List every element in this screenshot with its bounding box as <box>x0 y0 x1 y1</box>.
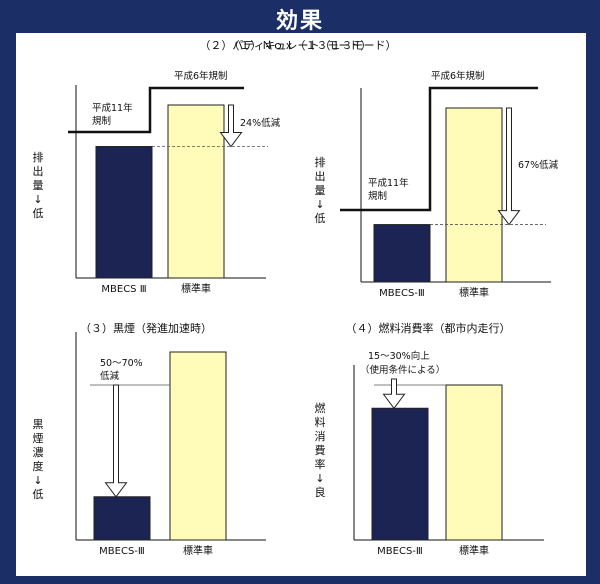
chart-3-ylabel-char: 濃 <box>33 445 44 459</box>
page-title: 効果 <box>275 9 324 34</box>
chart-4-ylabel-char: 消 <box>315 429 326 443</box>
chart-2-title: （２）パティキュレート（１３モード） <box>199 39 396 52</box>
chart-4-ylabel-char: 料 <box>315 415 326 429</box>
chart-4-ylabel-char: 費 <box>315 443 326 457</box>
chart-4-ylabel-char: 率 <box>315 457 326 471</box>
chart-3-reduction-label: 低減 <box>100 370 120 382</box>
chart-2-regulation-line <box>340 86 538 212</box>
chart-3-ylabel-char: 黒 <box>33 418 44 431</box>
chart-3-reduction-label: 50～70% <box>100 358 143 369</box>
chart-2-ylabel-char: 低 <box>315 212 326 225</box>
chart-4-ylabel-char: ↓ <box>315 472 324 485</box>
chart-2-category-label: MBECS-Ⅲ <box>379 288 425 299</box>
charts-panel: （１）Ｎｏｘ（１３モード）排出量 ↓ 低 MBECS Ⅲ 標準車 （２）パティキュレート（… <box>16 33 586 576</box>
chart-1-regulation-line <box>68 86 244 134</box>
chart-3-bar-standard <box>169 351 227 541</box>
chart-4-category-label: MBECS-Ⅲ <box>377 546 423 557</box>
chart-1-ylabel-char: 量 <box>33 179 44 192</box>
chart-1-ylabel-char: 低 <box>33 207 44 220</box>
chart-3-ylabel-char: 煙 <box>33 432 44 445</box>
chart-2-ylabel-char: 排 <box>315 155 326 169</box>
chart-1-reduction-arrow-shape <box>219 104 243 148</box>
chart-4-title: （４）燃料消費率（都市内走行） <box>346 321 511 335</box>
chart-2-reduction-label: 67%低減 <box>518 159 559 171</box>
chart-1-lower-limit-label: 規制 <box>92 115 111 127</box>
chart-1-ylabel-char: ↓ <box>33 193 42 206</box>
chart-2-reduction-arrow-shape <box>497 107 521 226</box>
chart-3-ylabel-char: 度 <box>33 459 44 473</box>
chart-1-category-label: MBECS Ⅲ <box>101 284 146 295</box>
chart-2-reduction-arrow <box>497 107 521 226</box>
chart-1-ylabel-char: 出 <box>33 164 44 178</box>
chart-1-category-label: 標準車 <box>181 282 211 295</box>
chart-4-bar-mbecs <box>371 407 429 541</box>
chart-1-title: （１）Ｎｏｘ（１３モード） <box>229 39 372 52</box>
chart-3-ylabel-char: ↓ <box>33 474 42 487</box>
chart-2-category-label: 標準車 <box>459 286 489 299</box>
chart-4-improvement-label: 15～30%向上 <box>368 350 430 362</box>
chart-4-improvement-arrow <box>382 378 406 410</box>
chart-4-improvement-arrow-shape <box>382 378 406 410</box>
chart-1-bar-standard <box>167 104 225 279</box>
chart-3-title: （３）黒煙（発進加速時） <box>80 321 212 335</box>
chart-2-bar-standard <box>445 107 503 283</box>
chart-2-lower-limit-label: 規制 <box>368 190 387 202</box>
chart-1-lower-limit-label: 平成11年 <box>92 102 133 114</box>
chart-3-bar-mbecs <box>93 496 151 541</box>
chart-1-reduction-label: 24%低減 <box>240 117 281 129</box>
chart-2-bar-mbecs <box>373 224 431 283</box>
chart-3-reduction-arrow-shape <box>104 384 128 498</box>
chart-4-improvement-label: （使用条件による） <box>360 364 445 376</box>
chart-2-ylabel-char: 量 <box>315 184 326 197</box>
chart-4-category-label: 標準車 <box>459 544 489 557</box>
chart-1-reduction-arrow <box>219 104 243 148</box>
chart-1-upper-limit-label: 平成6年規制 <box>174 70 228 82</box>
chart-4-ylabel-char: 良 <box>315 485 326 499</box>
chart-4-ylabel-char: 燃 <box>315 401 326 415</box>
chart-4-bar-standard <box>445 384 503 541</box>
chart-2-lower-limit-label: 平成11年 <box>368 177 409 189</box>
chart-1-ylabel-char: 排 <box>33 150 44 164</box>
chart-2-ylabel-char: ↓ <box>315 198 324 211</box>
chart-2-ylabel-char: 出 <box>315 169 326 183</box>
chart-3-ylabel-char: 低 <box>33 488 44 501</box>
chart-3-category-label: 標準車 <box>183 544 213 557</box>
chart-1-bar-mbecs <box>95 146 153 279</box>
chart-3-reduction-arrow <box>104 384 128 498</box>
chart-2-upper-limit-label: 平成6年規制 <box>431 70 485 82</box>
chart-3-category-label: MBECS-Ⅲ <box>99 546 145 557</box>
